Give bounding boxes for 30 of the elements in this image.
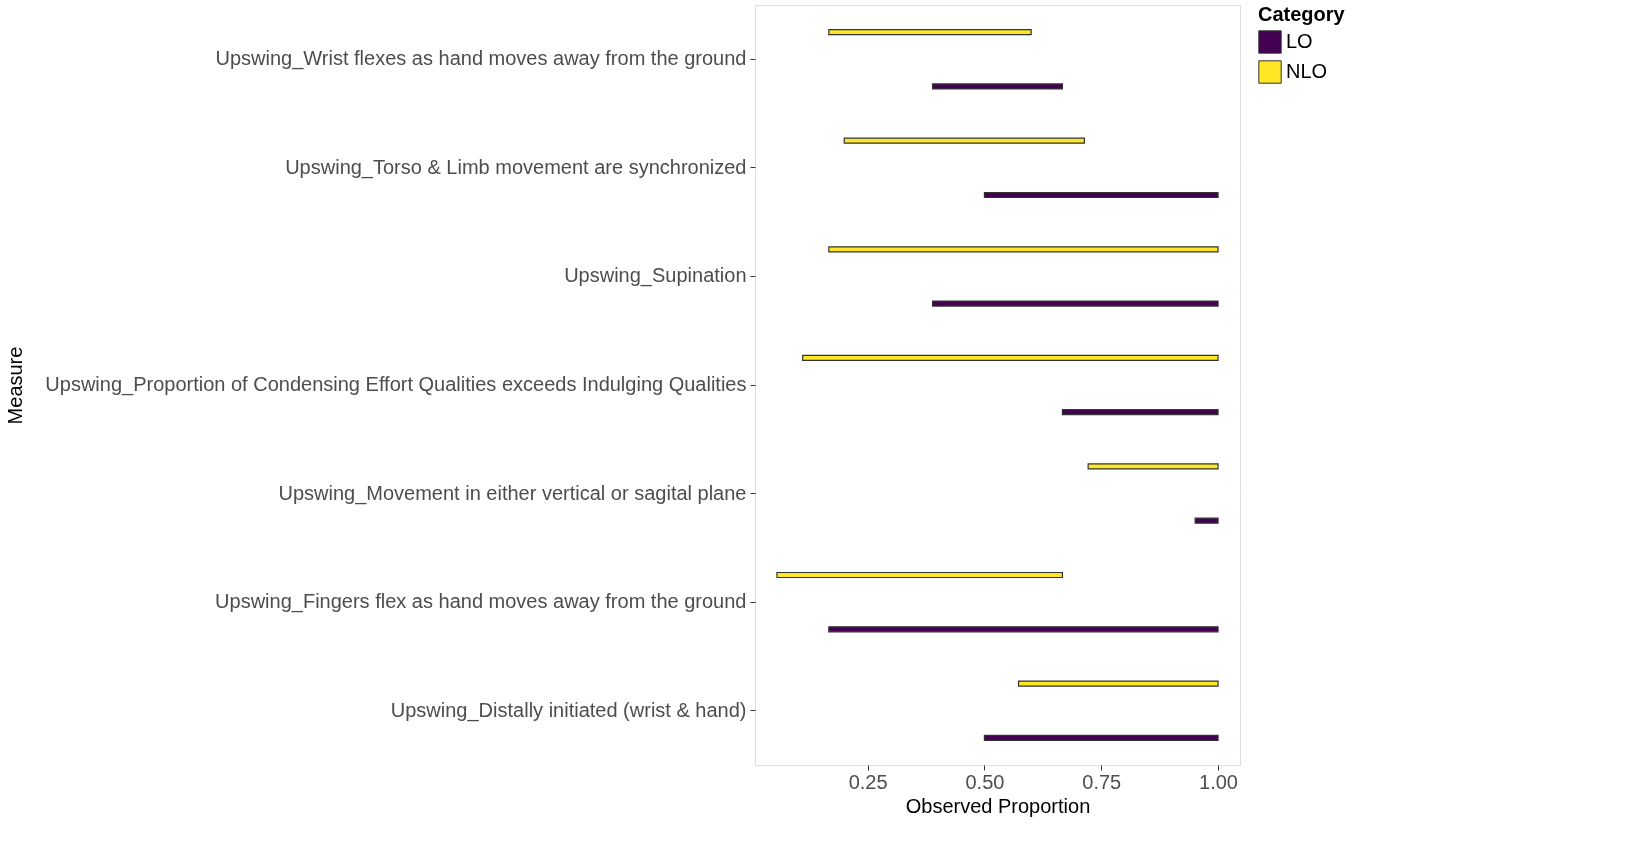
x-tick-label: 1.00 xyxy=(1199,770,1239,793)
bar xyxy=(828,246,1219,253)
y-tick-label: Upswing_Distally initiated (wrist & hand) xyxy=(390,698,747,722)
x-tick-label: 0.75 xyxy=(1082,770,1122,793)
bar xyxy=(1061,409,1219,416)
bar xyxy=(828,29,1032,36)
x-tick-label: 0.25 xyxy=(848,770,888,793)
y-tick-label: Upswing_Supination xyxy=(564,264,747,288)
bar xyxy=(776,571,1064,579)
bar xyxy=(931,300,1219,307)
y-tick-label: Upswing_Wrist flexes as hand moves away from the ground xyxy=(215,47,747,71)
bar xyxy=(802,354,1219,361)
bar xyxy=(983,191,1219,199)
legend-label: LO xyxy=(1286,30,1313,52)
legend-label: NLO xyxy=(1286,60,1328,82)
y-tick-label: Upswing_Torso & Limb movement are synchronized xyxy=(285,155,747,179)
legend-title: Category xyxy=(1258,3,1346,25)
y-axis-title: Measure xyxy=(3,346,26,425)
y-tick-label: Upswing_Proportion of Condensing Effort Qualities exceeds Indulging Qualities xyxy=(45,373,747,396)
bar xyxy=(1087,463,1219,470)
bar xyxy=(931,83,1064,90)
bar xyxy=(828,626,1219,633)
bar xyxy=(983,734,1219,741)
y-tick-label: Upswing_Movement in either vertical or sagital plane xyxy=(278,481,747,505)
y-tick-label: Upswing_Fingers flex as hand moves away from the ground xyxy=(215,590,747,614)
bar xyxy=(1194,517,1219,524)
bar xyxy=(1017,680,1219,687)
bar xyxy=(843,137,1086,144)
x-tick-label: 0.50 xyxy=(965,770,1005,793)
x-axis-title: Observed Proportion xyxy=(905,794,1091,817)
